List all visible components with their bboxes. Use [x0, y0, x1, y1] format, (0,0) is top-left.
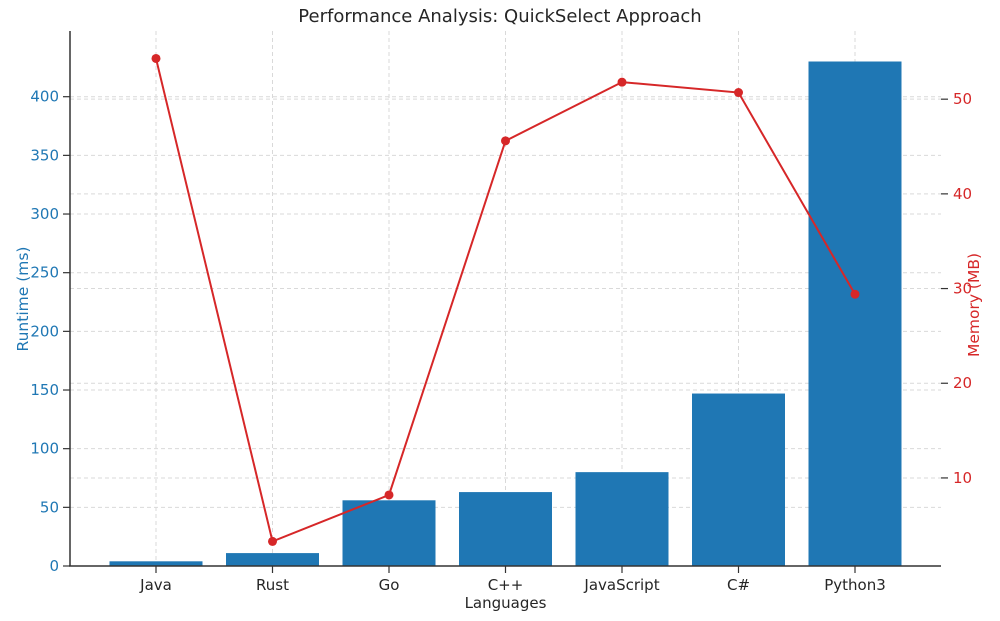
memory-point-Python3: [850, 289, 860, 299]
left-tick-label-150: 150: [30, 381, 59, 399]
left-y-axis-label: Runtime (ms): [14, 246, 32, 352]
memory-point-JavaScript: [617, 77, 627, 87]
right-tick-label-30: 30: [953, 280, 972, 298]
right-y-axis-label: Memory (MB): [965, 252, 983, 358]
x-tick-label-Go: Go: [379, 576, 400, 594]
left-tick-label-350: 350: [30, 146, 59, 164]
left-tick-label-0: 0: [49, 557, 59, 575]
memory-point-Rust: [268, 536, 277, 546]
right-tick-label-50: 50: [953, 90, 972, 108]
left-tick-label-100: 100: [30, 440, 59, 458]
chart-title: Performance Analysis: QuickSelect Approa…: [298, 6, 702, 27]
memory-point-C++: [501, 136, 510, 146]
x-tick-label-C++: C++: [488, 576, 524, 594]
x-tick-label-JavaScript: JavaScript: [583, 576, 659, 594]
runtime-bar-Rust: [226, 553, 319, 566]
memory-point-Go: [384, 490, 394, 500]
right-tick-label-20: 20: [953, 374, 972, 392]
runtime-bar-Go: [342, 500, 436, 566]
memory-point-C#: [734, 88, 743, 98]
x-tick-label-Rust: Rust: [256, 576, 289, 594]
runtime-bar-JavaScript: [575, 472, 669, 566]
x-tick-label-C#: C#: [727, 576, 750, 594]
memory-point-Java: [151, 53, 161, 63]
runtime-bar-C++: [459, 492, 552, 566]
runtime-bar-Java: [109, 561, 203, 566]
runtime-bar-C#: [692, 393, 785, 566]
right-tick-label-40: 40: [953, 185, 972, 203]
right-tick-label-10: 10: [953, 469, 972, 487]
left-tick-label-50: 50: [40, 498, 59, 516]
left-tick-label-300: 300: [30, 205, 59, 223]
left-tick-label-400: 400: [30, 88, 59, 106]
x-tick-label-Java: Java: [139, 576, 172, 594]
runtime-bar-Python3: [808, 61, 902, 566]
left-tick-label-250: 250: [30, 264, 59, 282]
x-tick-label-Python3: Python3: [824, 576, 886, 594]
left-tick-label-200: 200: [30, 322, 59, 340]
x-axis-label: Languages: [464, 594, 547, 612]
